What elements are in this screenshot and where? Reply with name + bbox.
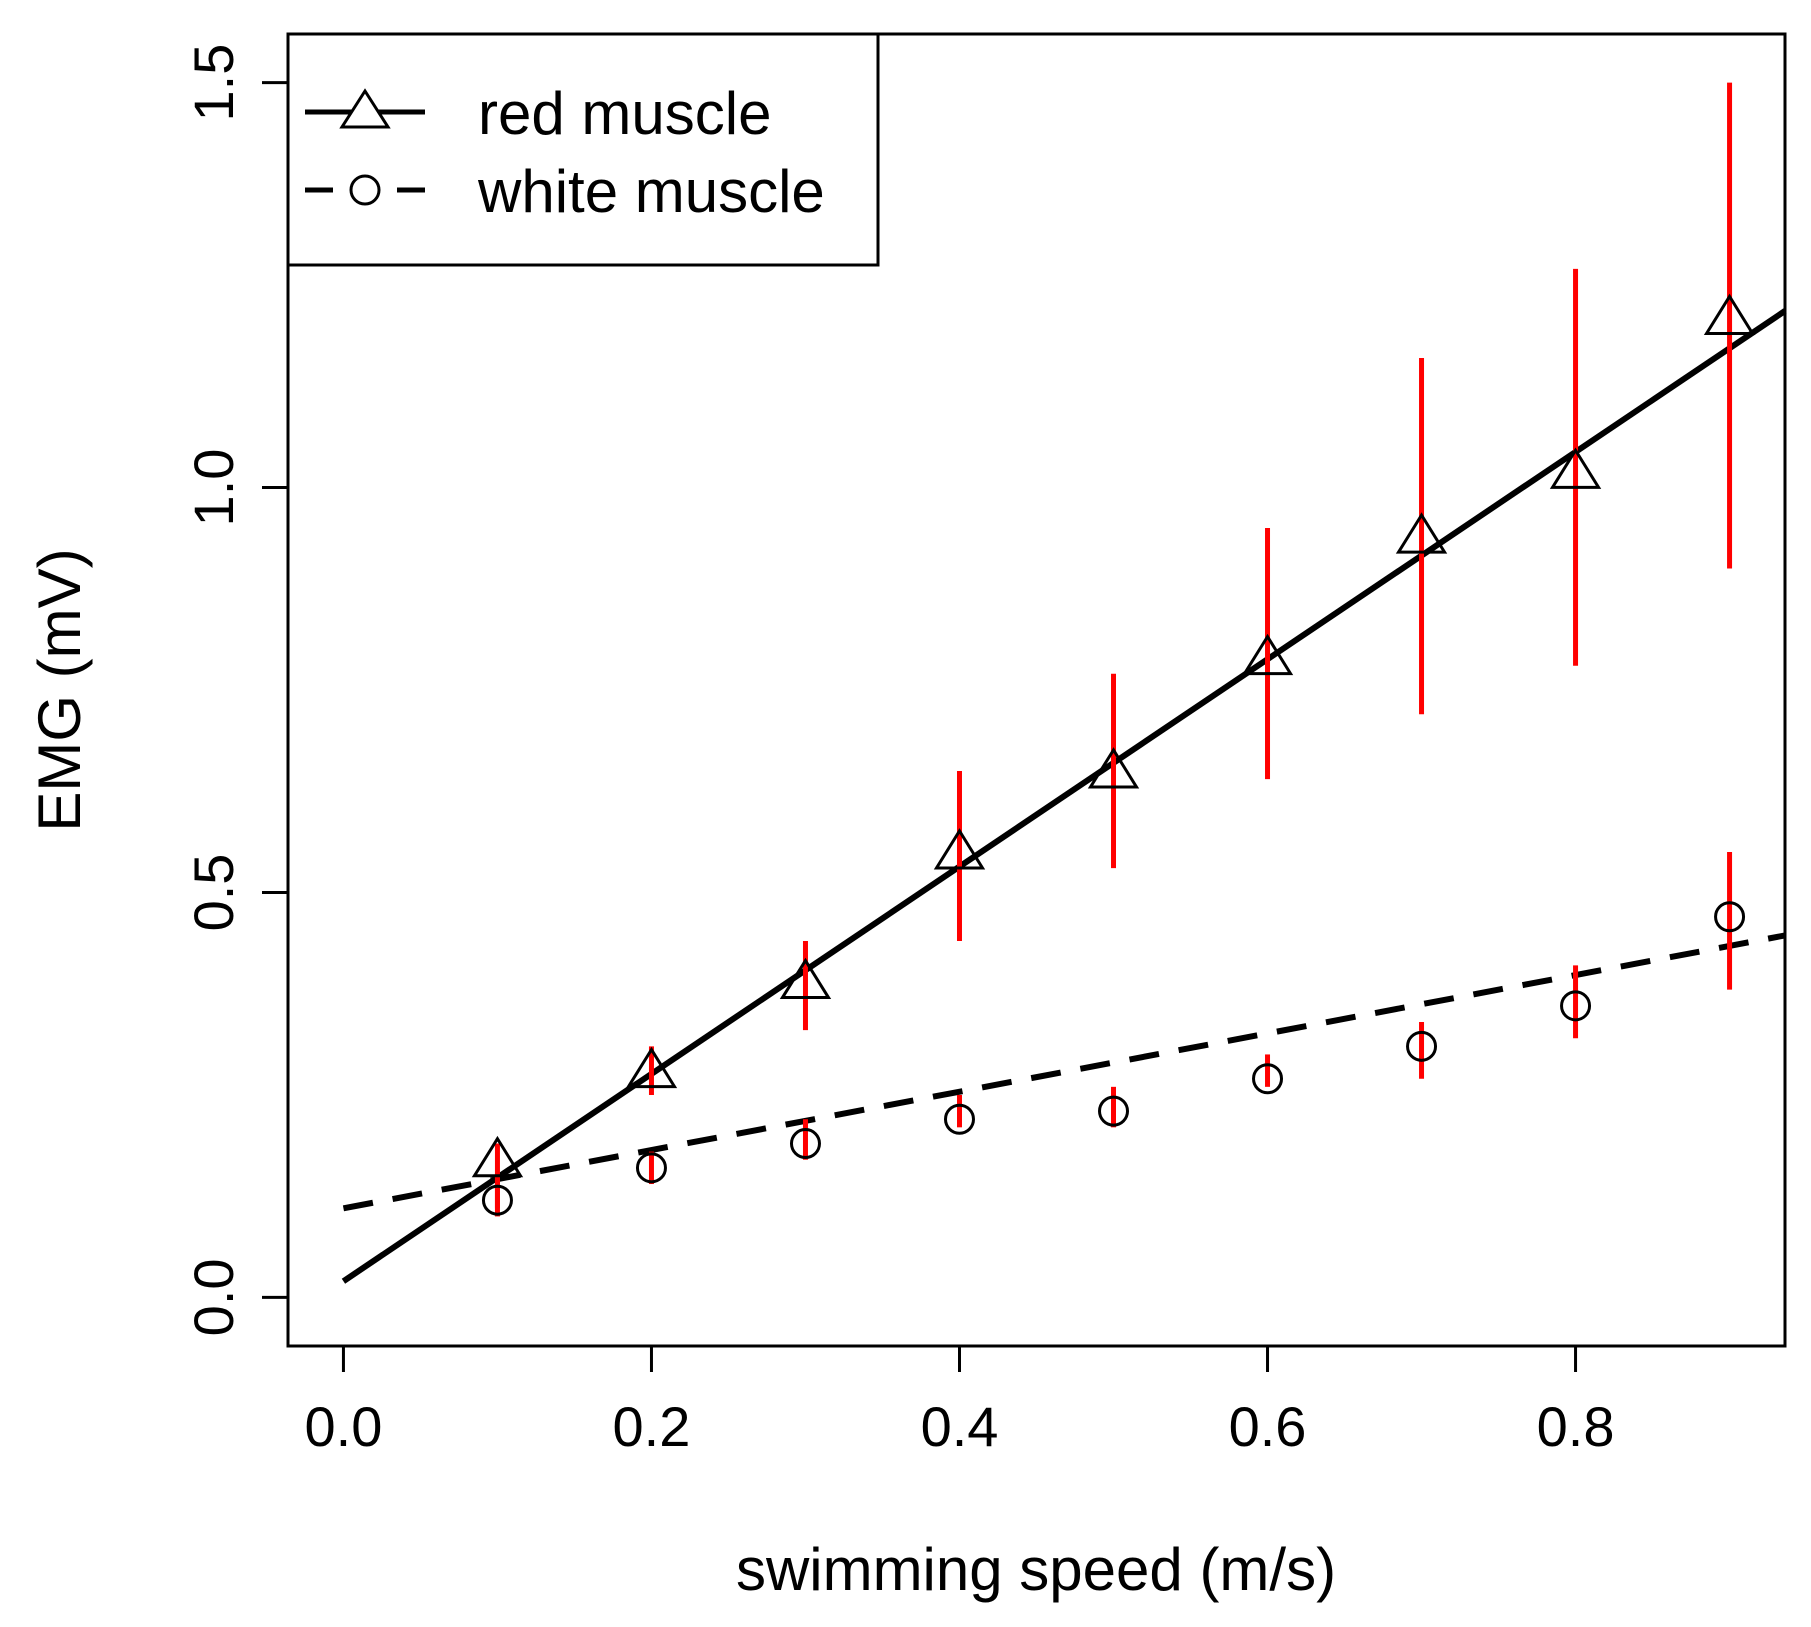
white-muscle-point — [789, 1128, 821, 1160]
white-muscle-point — [1406, 1030, 1438, 1062]
white-muscle-point — [635, 1152, 667, 1184]
x-axis-title: swimming speed (m/s) — [736, 1536, 1336, 1603]
white-muscle-point — [481, 1184, 513, 1216]
legend-triangle-icon — [339, 88, 391, 129]
y-tick-label: 0.0 — [182, 1258, 245, 1336]
legend: red muscle white muscle — [286, 32, 880, 267]
x-tick-label: 0.6 — [1229, 1395, 1307, 1458]
x-tick-label: 0.4 — [921, 1395, 999, 1458]
red-muscle-point — [1241, 633, 1294, 676]
white-muscle-point — [1098, 1095, 1130, 1127]
x-tick-label: 0.2 — [613, 1395, 691, 1458]
error-bars — [494, 82, 1733, 1217]
white-muscle-point — [943, 1103, 975, 1135]
x-tick-label: 0.0 — [305, 1395, 383, 1458]
legend-red-muscle-label: red muscle — [478, 80, 771, 147]
fit-lines — [341, 308, 1787, 1284]
red-muscle-fit-line — [341, 308, 1787, 1284]
red-muscle-point — [1395, 512, 1448, 554]
y-axis-title: EMG (mV) — [26, 548, 93, 831]
x-axis-ticks: 0.0 0.2 0.4 0.6 0.8 — [305, 1346, 1615, 1458]
red-muscle-point — [779, 957, 832, 1000]
y-tick-label: 1.0 — [182, 449, 245, 527]
x-tick-label: 0.8 — [1537, 1395, 1615, 1458]
red-muscle-point — [625, 1046, 678, 1089]
red-muscle-point — [1087, 747, 1140, 789]
y-axis-ticks: 0.0 0.5 1.0 1.5 — [182, 44, 288, 1336]
white-muscle-point — [1714, 901, 1746, 933]
red-muscle-point — [1549, 447, 1602, 489]
white-muscle-fit-line — [342, 932, 1786, 1212]
legend-white-muscle-label: white muscle — [477, 158, 825, 225]
y-tick-label: 1.5 — [182, 44, 245, 122]
data-markers — [471, 293, 1756, 1216]
legend-circle-icon — [349, 174, 381, 206]
white-muscle-point — [1560, 990, 1592, 1022]
red-muscle-point — [933, 828, 986, 870]
y-tick-label: 0.5 — [182, 854, 245, 932]
legend-box — [286, 32, 880, 267]
red-muscle-point — [1703, 293, 1756, 335]
red-muscle-point — [471, 1135, 524, 1178]
white-muscle-point — [1252, 1063, 1284, 1095]
